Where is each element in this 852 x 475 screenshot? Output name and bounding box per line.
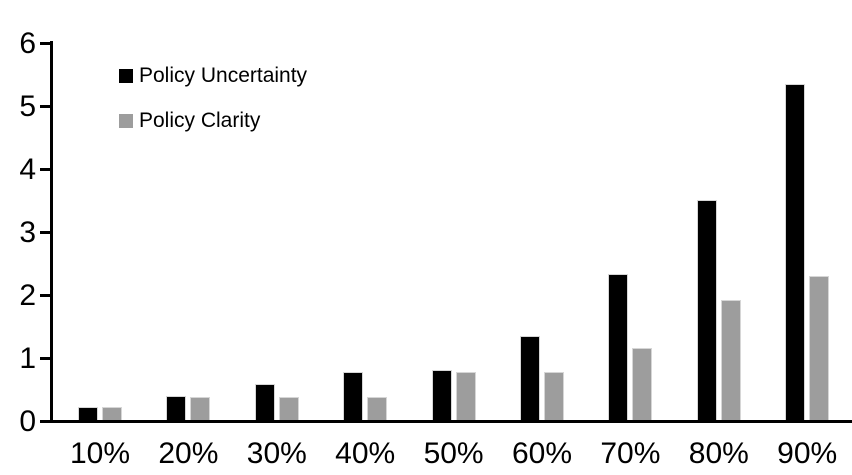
bar-policy-uncertainty xyxy=(78,407,98,420)
bar-policy-clarity xyxy=(102,407,122,420)
legend-label-policy-uncertainty: Policy Uncertainty xyxy=(139,63,308,87)
x-axis-line xyxy=(40,420,852,423)
bar-policy-clarity xyxy=(544,372,564,420)
bar-policy-clarity xyxy=(632,348,653,420)
legend-swatch-policy-clarity xyxy=(119,113,133,128)
bar-policy-clarity xyxy=(190,396,211,420)
bar-policy-uncertainty xyxy=(431,370,452,420)
y-tick xyxy=(40,168,53,171)
y-tick-label: 6 xyxy=(19,26,36,60)
y-tick-label: 1 xyxy=(19,341,36,375)
y-tick xyxy=(40,420,53,423)
bar-policy-uncertainty xyxy=(520,336,540,420)
y-tick xyxy=(40,105,53,108)
x-tick-label: 50% xyxy=(423,437,484,470)
legend-label-policy-clarity: Policy Clarity xyxy=(139,108,261,132)
y-tick-label: 3 xyxy=(19,215,36,249)
bar-policy-clarity xyxy=(278,396,299,420)
bar-policy-clarity xyxy=(455,372,476,420)
bar-policy-uncertainty xyxy=(343,372,364,420)
x-tick-label: 40% xyxy=(335,437,396,470)
y-tick-label: 2 xyxy=(19,278,36,312)
bar-policy-uncertainty xyxy=(608,274,629,420)
legend-item-policy-clarity: Policy Clarity xyxy=(119,109,307,132)
x-tick-label: 30% xyxy=(246,437,307,470)
y-tick xyxy=(40,294,53,297)
x-tick-label: 70% xyxy=(600,437,661,470)
bar-policy-uncertainty xyxy=(696,199,717,420)
bar-policy-clarity xyxy=(720,300,741,420)
bar-policy-uncertainty xyxy=(785,84,806,420)
bar-policy-uncertainty xyxy=(254,384,275,420)
bar-policy-uncertainty xyxy=(166,396,187,420)
bar-policy-clarity xyxy=(367,396,388,420)
y-tick-label: 5 xyxy=(19,89,36,123)
legend-item-policy-uncertainty: Policy Uncertainty xyxy=(119,64,307,87)
y-tick xyxy=(40,357,53,360)
legend-swatch-policy-uncertainty xyxy=(119,68,133,83)
legend: Policy Uncertainty Policy Clarity xyxy=(119,64,307,132)
bar-policy-clarity xyxy=(809,275,830,420)
x-tick-label: 80% xyxy=(688,437,749,470)
y-tick-label: 0 xyxy=(19,404,36,438)
y-tick-label: 4 xyxy=(19,152,36,186)
x-tick-label: 60% xyxy=(511,437,573,470)
x-tick-label: 20% xyxy=(158,437,219,470)
y-tick xyxy=(40,42,53,45)
y-tick xyxy=(40,231,53,234)
x-tick-label: 10% xyxy=(69,437,131,470)
x-tick-label: 90% xyxy=(777,437,838,470)
